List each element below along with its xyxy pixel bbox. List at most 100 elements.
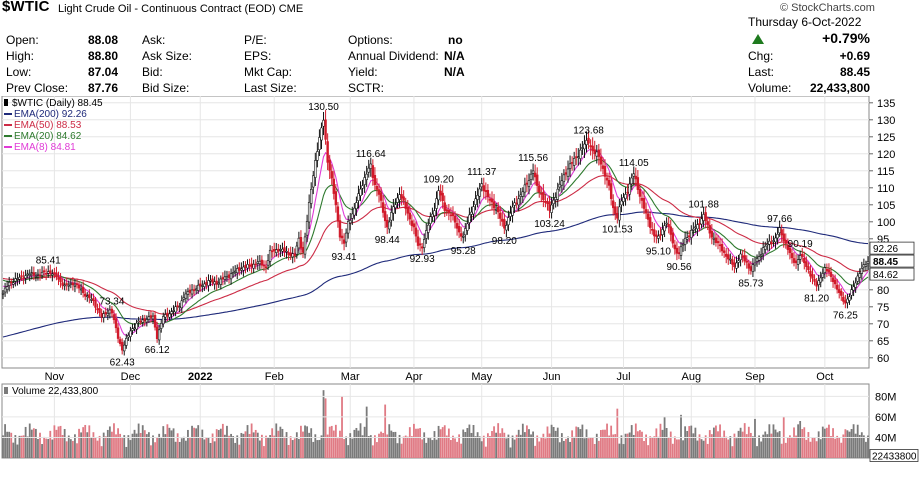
volume-bar [739, 427, 742, 458]
volume-bar [6, 431, 9, 458]
candle-body [219, 278, 223, 285]
candle-body [587, 137, 590, 144]
volume-bar [357, 430, 360, 458]
candle-body [745, 260, 748, 263]
candle-body [782, 233, 785, 242]
candle-body [505, 225, 508, 231]
volume-bar [676, 439, 678, 458]
volume-bar [745, 434, 748, 458]
candle-body [425, 230, 428, 239]
volume-bar [380, 431, 382, 458]
volume-bar [807, 432, 810, 458]
candle-body [44, 273, 48, 275]
candle-body [100, 313, 103, 318]
candle-body [753, 262, 757, 266]
volume-bar [517, 429, 520, 458]
volume-bar [661, 429, 664, 458]
candle-body [236, 268, 239, 274]
candle-body [65, 283, 68, 285]
y-tick-label: 65 [877, 336, 889, 348]
candle-body [733, 262, 736, 268]
candle-body [449, 214, 453, 217]
volume-bar [573, 436, 576, 458]
volume-bar [386, 434, 389, 458]
volume-bar [271, 428, 274, 458]
candle-body [659, 234, 662, 236]
volume-bar [511, 435, 514, 458]
price-annotation: 90.19 [788, 239, 813, 250]
candle-body [614, 206, 617, 215]
candle-body [801, 254, 804, 257]
candle-body [480, 183, 483, 188]
candle-body [755, 258, 759, 262]
volume-bar [361, 435, 364, 458]
candle-body [127, 335, 130, 338]
candle-body [757, 256, 761, 261]
brand-logo[interactable]: © StockCharts.com [780, 2, 875, 14]
candle-body [104, 311, 107, 315]
candle-body [36, 273, 40, 276]
candle-body [381, 202, 385, 213]
candle-body [301, 247, 305, 253]
price-annotation: 90.56 [666, 262, 691, 273]
candle-body [153, 315, 157, 328]
candle-body [770, 241, 773, 244]
candle-body [620, 200, 623, 206]
volume-bar [425, 442, 428, 458]
candle-body [108, 309, 112, 314]
volume-bar [351, 438, 354, 458]
candle-body [568, 163, 572, 169]
candle-body [860, 267, 864, 274]
last-price-tag-label: 88.45 [873, 257, 898, 268]
chg-value: +0.69 [839, 49, 870, 63]
volume-bar [710, 434, 713, 458]
candle-body [164, 314, 167, 318]
candle-body [392, 206, 395, 214]
volume-bar [756, 446, 758, 458]
volume-bar [622, 444, 625, 458]
candle-body [242, 266, 245, 271]
candle-body [396, 197, 399, 203]
candle-body [225, 276, 229, 279]
volume-bar [228, 435, 230, 458]
candle-body [166, 312, 169, 317]
candle-body [722, 250, 726, 253]
candle-body [766, 243, 769, 246]
quote-header: $WTIC Light Crude Oil - Continuous Contr… [0, 0, 919, 96]
volume-bar [90, 437, 93, 458]
volume-bar [59, 425, 62, 458]
volume-last-tag [869, 449, 919, 462]
candle-body [433, 210, 436, 216]
candle-body [811, 274, 814, 279]
pe-label: P/E: [244, 33, 267, 47]
price-annotation: 92.93 [410, 254, 435, 265]
volume-bar [618, 443, 621, 458]
volume-bar [760, 441, 763, 458]
volume-bar [139, 433, 142, 458]
candle-body [747, 263, 751, 269]
candle-body [759, 254, 763, 257]
candle-body [550, 204, 553, 213]
volume-bar [602, 429, 604, 458]
volume-bar [254, 429, 257, 458]
volume-bar [113, 423, 115, 458]
candle-body [155, 326, 159, 340]
volume-bar [316, 440, 319, 458]
candle-body [151, 315, 155, 320]
volume-bar [593, 443, 596, 458]
symbol-title: $WTIC [2, 0, 50, 15]
volume-legend-swatch [4, 387, 8, 394]
candle-body [517, 198, 520, 206]
chg-label: Chg: [748, 49, 774, 63]
volume-bar [614, 434, 617, 458]
volume-bar [752, 436, 754, 458]
candle-body [3, 287, 7, 293]
volume-bar [88, 425, 91, 458]
candle-body [665, 222, 668, 225]
volume-bar [604, 429, 606, 458]
candle-body [390, 212, 393, 221]
price-chart[interactable]: Nov Dec 2022 Feb Mar Apr May Jun Jul Aug Sep Oct 60 6… [0, 96, 919, 480]
candle-body [118, 339, 122, 344]
symbol-description: Light Crude Oil - Continuous Contract (E… [58, 2, 303, 16]
candle-body [540, 193, 543, 195]
